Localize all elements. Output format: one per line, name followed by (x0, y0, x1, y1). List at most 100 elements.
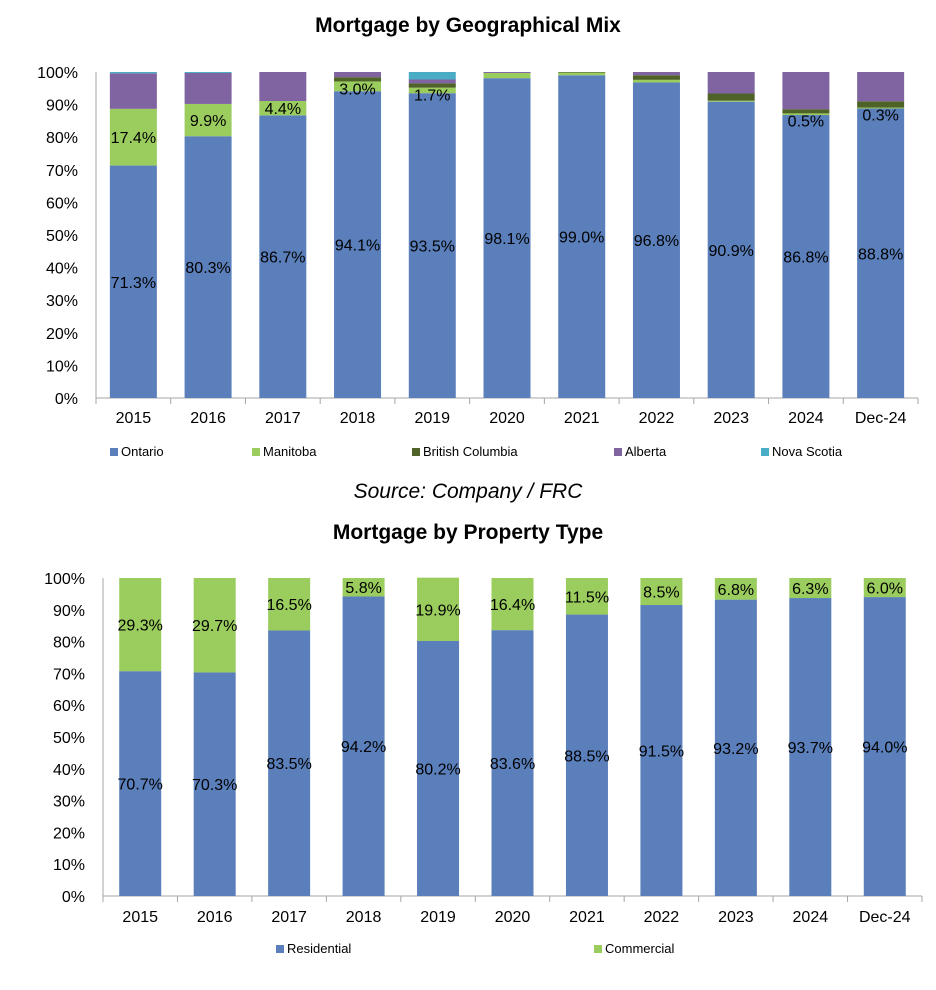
bar-segment (714, 599, 757, 896)
data-label: 93.7% (788, 740, 833, 757)
bar-segment (184, 136, 232, 399)
data-label: 6.3% (792, 581, 828, 598)
legend-label: Nova Scotia (772, 444, 843, 459)
bar-segment (782, 115, 830, 399)
x-tick-label: 2016 (197, 909, 233, 926)
x-tick-label: 2020 (495, 909, 531, 926)
data-label: 19.9% (415, 602, 460, 619)
chart-title-geographical-mix: Mortgage by Geographical Mix (315, 14, 621, 37)
data-label: 83.6% (490, 756, 535, 773)
bar-segment (789, 598, 832, 896)
y-tick-label: 0% (62, 889, 85, 906)
y-tick-label: 50% (53, 730, 85, 747)
bar-segment (184, 72, 232, 73)
bar-segment (640, 578, 683, 606)
bar-segment (863, 578, 906, 598)
bar-segment (707, 72, 755, 94)
data-label: 94.2% (341, 739, 386, 756)
x-tick-label: 2022 (639, 410, 675, 427)
y-tick-label: 40% (46, 261, 78, 278)
bar-segment (483, 78, 531, 398)
data-label: 70.3% (192, 777, 237, 794)
x-tick-label: 2020 (489, 410, 525, 427)
data-label: 70.7% (118, 777, 163, 794)
y-tick-label: 30% (53, 794, 85, 811)
y-tick-label: 80% (46, 130, 78, 147)
data-label: 0.5% (788, 113, 824, 130)
bar-segment (334, 91, 382, 398)
x-tick-label: 2023 (718, 909, 754, 926)
bar-segment (417, 640, 460, 896)
bar-segment (863, 597, 906, 896)
data-label: 16.5% (266, 597, 311, 614)
bar-segment (632, 82, 680, 398)
x-tick-label: Dec-24 (855, 410, 907, 427)
data-label: 99.0% (559, 230, 604, 247)
bar-segment (789, 578, 832, 599)
bar-segment (632, 75, 680, 80)
bar-segment (184, 103, 232, 137)
legend-label: Residential (287, 941, 351, 956)
bar-segment (109, 108, 157, 166)
bar-segment (334, 77, 382, 82)
y-tick-label: 70% (46, 163, 78, 180)
bar-segment (558, 72, 606, 76)
x-tick-label: 2017 (265, 410, 301, 427)
data-label: 91.5% (639, 744, 684, 761)
y-tick-label: 90% (53, 603, 85, 620)
data-label: 1.7% (414, 88, 450, 105)
bar-segment (707, 93, 755, 101)
y-tick-label: 70% (53, 666, 85, 683)
data-label: 9.9% (190, 113, 226, 130)
bar-segment (334, 81, 382, 92)
bar-segment (259, 115, 307, 398)
legend-label: Commercial (605, 941, 674, 956)
data-label: 71.3% (111, 275, 156, 292)
bar-segment (408, 83, 456, 88)
data-label: 0.3% (862, 108, 898, 125)
x-tick-label: 2019 (420, 909, 456, 926)
y-tick-label: 20% (46, 326, 78, 343)
y-tick-label: 40% (53, 762, 85, 779)
bar-segment (558, 72, 606, 73)
x-tick-label: 2023 (713, 410, 749, 427)
y-tick-label: 80% (53, 635, 85, 652)
legend-label: British Columbia (423, 444, 518, 459)
legend-swatch (252, 448, 260, 456)
x-tick-label: 2021 (564, 410, 600, 427)
data-label: 96.8% (634, 233, 679, 250)
bar-segment (857, 101, 905, 108)
bar-segment (782, 72, 830, 110)
bar-segment (782, 109, 830, 114)
data-label: 93.5% (410, 239, 455, 256)
data-label: 17.4% (111, 130, 156, 147)
x-tick-label: 2015 (116, 410, 152, 427)
bar-segment (259, 101, 307, 116)
bar-segment (109, 165, 157, 398)
x-tick-label: 2018 (340, 410, 376, 427)
data-label: 6.0% (867, 581, 903, 598)
bar-segment (259, 72, 307, 102)
legend-swatch (412, 448, 420, 456)
bar-segment (491, 578, 534, 631)
bar-segment (483, 72, 531, 79)
bar-segment (714, 578, 757, 600)
bar-segment (707, 101, 755, 398)
bar-segment (408, 79, 456, 84)
bar-segment (857, 108, 905, 399)
bar-segment (417, 577, 460, 641)
bar-segment (565, 578, 608, 615)
bar-segment (109, 72, 157, 74)
bar-segment (707, 100, 755, 102)
bar-segment (857, 107, 905, 109)
bar-segment (268, 630, 311, 896)
bar-segment (268, 578, 311, 631)
data-label: 94.1% (335, 238, 380, 255)
bar-segment (184, 72, 232, 104)
y-tick-label: 60% (53, 698, 85, 715)
data-label: 80.3% (185, 260, 230, 277)
bar-segment (193, 578, 236, 673)
y-tick-label: 90% (46, 98, 78, 115)
chart-title-property-type: Mortgage by Property Type (332, 521, 604, 544)
bar-segment (632, 79, 680, 83)
